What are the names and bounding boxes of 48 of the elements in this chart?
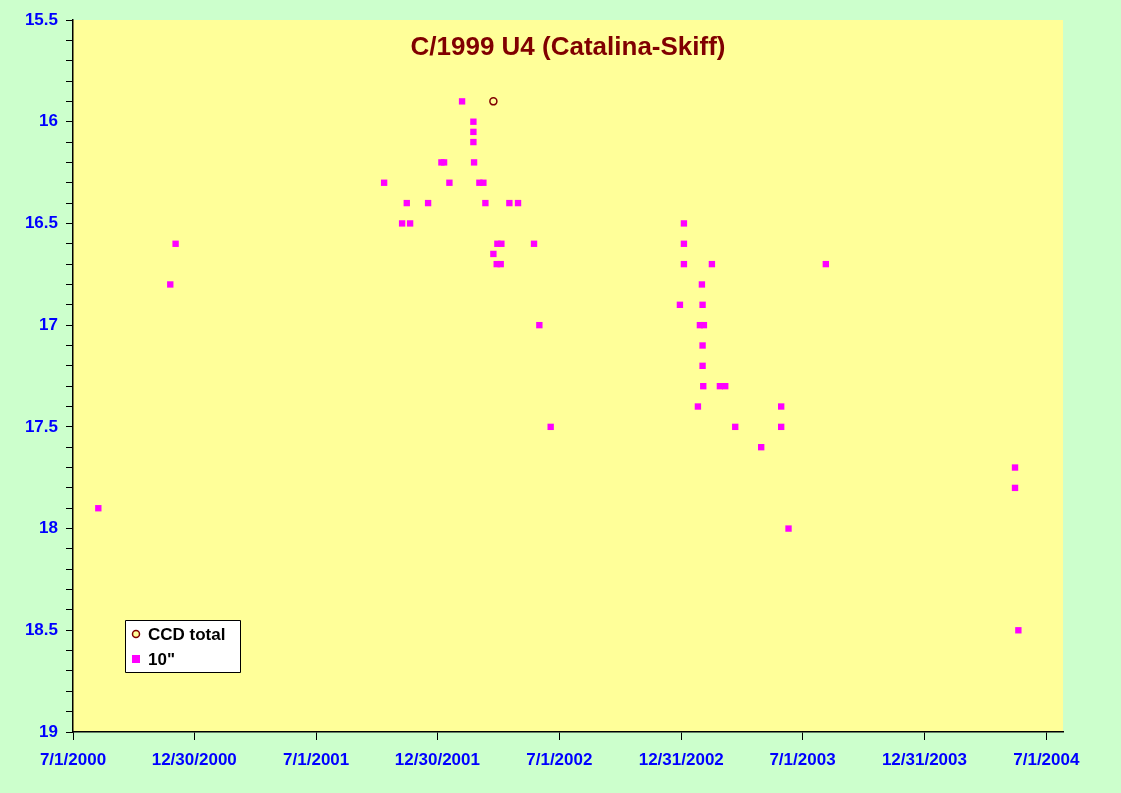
point [489, 97, 498, 106]
legend-label: 10" [148, 649, 175, 669]
point [694, 403, 702, 410]
y-tick-label: 16 [39, 111, 58, 131]
y-tick-label: 16.5 [24, 213, 58, 233]
point [1015, 627, 1022, 634]
point [680, 220, 688, 227]
x-tick-label: 12/30/2000 [151, 749, 237, 769]
chart-title: C/1999 U4 (Catalina-Skiff) [410, 31, 726, 62]
point [536, 321, 543, 329]
point [506, 199, 513, 207]
point [480, 179, 487, 186]
y-tick-label: 17 [39, 314, 58, 334]
y-tick-label: 18 [39, 518, 58, 538]
point [470, 118, 477, 125]
point [785, 525, 792, 532]
x-tick-label: 12/31/2003 [881, 749, 967, 769]
point [398, 220, 406, 227]
y-tick-label: 18.5 [24, 619, 58, 639]
point [1011, 464, 1019, 471]
point [406, 220, 414, 227]
point [699, 301, 706, 308]
point [482, 199, 489, 207]
point [547, 423, 554, 431]
point [167, 281, 174, 288]
point [698, 281, 706, 288]
y-tick-label: 19 [39, 721, 58, 741]
point [172, 240, 179, 247]
point [470, 159, 478, 166]
y-tick-label: 17.5 [24, 416, 58, 436]
x-tick-label: 7/1/2001 [283, 749, 350, 769]
x-tick-label: 7/1/2003 [769, 749, 836, 769]
point [458, 98, 466, 105]
legend-label: CCD total [148, 624, 226, 644]
point [498, 240, 505, 247]
point [699, 362, 706, 370]
x-tick-label: 12/31/2002 [638, 749, 724, 769]
x-tick-label: 7/1/2000 [39, 749, 107, 769]
x-tick-label: 7/1/2004 [1013, 749, 1080, 769]
y-tick-label: 15.5 [24, 9, 58, 29]
point [778, 403, 785, 410]
x-tick-label: 12/30/2001 [394, 749, 480, 769]
point [699, 342, 706, 349]
x-tick-label: 7/1/2002 [526, 749, 593, 769]
point [470, 138, 477, 146]
point [490, 250, 497, 258]
point [446, 179, 453, 186]
point [470, 128, 477, 136]
